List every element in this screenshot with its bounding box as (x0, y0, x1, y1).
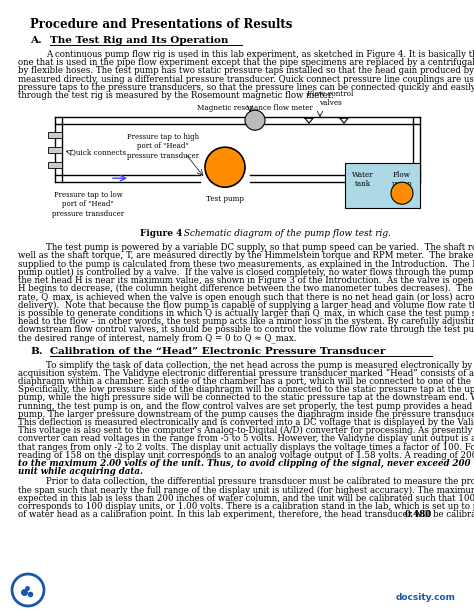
Text: This voltage is also sent to the computer’s Analog-to-Digital (A/D) converter fo: This voltage is also sent to the compute… (18, 426, 474, 435)
Circle shape (245, 110, 265, 130)
Text: pressure taps to the pressure transducers, so that the pressure lines can be con: pressure taps to the pressure transducer… (18, 83, 474, 92)
Text: expected in this lab is less than 200 inches of water column, and the unit will : expected in this lab is less than 200 in… (18, 494, 474, 503)
Text: reading of 158 on the display unit corresponds to an analog voltage output of 1.: reading of 158 on the display unit corre… (18, 451, 474, 460)
Text: Prior to data collection, the differential pressure transducer must be calibrate: Prior to data collection, the differenti… (46, 478, 474, 486)
Text: head to the flow – in other words, the test pump acts like a minor loss in the s: head to the flow – in other words, the t… (18, 317, 474, 326)
Circle shape (12, 574, 44, 606)
Text: Quick connects: Quick connects (70, 148, 126, 156)
Circle shape (205, 147, 245, 187)
Text: through the test rig is measured by the Rosemount magnetic flow meter.: through the test rig is measured by the … (18, 91, 334, 100)
Text: to the maximum 2.00 volts of the unit. Thus, to avoid clipping of the signal, ne: to the maximum 2.00 volts of the unit. T… (18, 459, 474, 468)
Text: corresponds to 100 display units, or 1.00 volts. There is a calibration stand in: corresponds to 100 display units, or 1.0… (18, 502, 474, 511)
Text: acquisition system. The Validyne electronic differential pressure transducer mar: acquisition system. The Validyne electro… (18, 369, 474, 378)
Text: A.: A. (30, 36, 42, 45)
Bar (48, 162, 62, 168)
Text: diaphragm within a chamber. Each side of the chamber has a port, which will be c: diaphragm within a chamber. Each side of… (18, 377, 474, 386)
Text: one that is used in the pipe flow experiment except that the pipe specimens are : one that is used in the pipe flow experi… (18, 58, 474, 67)
Text: A continuous pump flow rig is used in this lab experiment, as sketched in Figure: A continuous pump flow rig is used in th… (46, 50, 474, 59)
Bar (48, 132, 62, 138)
Text: pump outlet) is controlled by a valve.  If the valve is closed completely, no wa: pump outlet) is controlled by a valve. I… (18, 268, 474, 277)
Text: The test pump is powered by a variable DC supply, so that pump speed can be vari: The test pump is powered by a variable D… (46, 243, 474, 252)
Text: Figure 4: Figure 4 (140, 229, 182, 238)
Text: Magnetic resonance flow meter: Magnetic resonance flow meter (197, 104, 313, 112)
Text: 0.480: 0.480 (405, 510, 432, 519)
Text: that ranges from only -2 to 2 volts. The display unit actually displays the volt: that ranges from only -2 to 2 volts. The… (18, 443, 474, 452)
Text: delivery).  Note that because the flow pump is capable of supplying a larger hea: delivery). Note that because the flow pu… (18, 300, 474, 310)
Text: This deflection is measured electronically and is converted into a DC voltage th: This deflection is measured electronical… (18, 418, 474, 427)
Text: B.: B. (30, 346, 43, 356)
Text: Pressure tap to high
port of "Head"
pressure transducer: Pressure tap to high port of "Head" pres… (127, 133, 199, 159)
Text: H begins to decrease, (the column height difference between the two manometer tu: H begins to decrease, (the column height… (18, 284, 474, 294)
Text: is possible to generate conditions in which Q is actually larger than Q_max, in : is possible to generate conditions in wh… (18, 309, 474, 319)
Text: supplied to the pump is calculated from these two measurements, as explained in : supplied to the pump is calculated from … (18, 259, 474, 268)
Text: converter can read voltages in the range from -5 to 5 volts. However, the Validy: converter can read voltages in the range… (18, 435, 474, 443)
Text: Specifically, the low pressure side of the diaphragm will be connected to the st: Specifically, the low pressure side of t… (18, 385, 474, 394)
Text: To simplify the task of data collection, the net head across the pump is measure: To simplify the task of data collection,… (46, 360, 474, 370)
Text: pump. The larger pressure downstream of the pump causes the diaphragm inside the: pump. The larger pressure downstream of … (18, 410, 474, 419)
Text: unit while acquiring data.: unit while acquiring data. (18, 467, 143, 476)
Text: running, the test pump is on, and the flow control valves are set properly, the : running, the test pump is on, and the fl… (18, 402, 474, 411)
Text: Pressure tap to low
port of "Head"
pressure transducer: Pressure tap to low port of "Head" press… (52, 191, 124, 218)
Text: measured directly, using a differential pressure transducer. Quick connect press: measured directly, using a differential … (18, 75, 474, 83)
Text: Flow control
valves: Flow control valves (307, 90, 353, 107)
Bar (345, 163, 420, 208)
Text: well as the shaft torque, T, are measured directly by the Himmelstein torque and: well as the shaft torque, T, are measure… (18, 251, 474, 261)
Text: . Schematic diagram of the pump flow test rig.: . Schematic diagram of the pump flow tes… (178, 229, 391, 238)
Text: Calibration of the “Head” Electronic Pressure Transducer: Calibration of the “Head” Electronic Pre… (50, 346, 385, 356)
Text: Procedure and Presentations of Results: Procedure and Presentations of Results (30, 18, 292, 31)
Text: of water head as a calibration point. In this lab experiment, therefore, the hea: of water head as a calibration point. In… (18, 510, 474, 519)
Text: The Test Rig and Its Operation: The Test Rig and Its Operation (50, 36, 228, 45)
Text: docsity.com: docsity.com (396, 593, 456, 602)
Text: downstream flow control valves, it should be possible to control the volume flow: downstream flow control valves, it shoul… (18, 326, 474, 334)
Text: pump, while the high pressure side will be connected to the static pressure tap : pump, while the high pressure side will … (18, 394, 474, 402)
Text: rate, Q_max, is achieved when the valve is open enough such that there is no net: rate, Q_max, is achieved when the valve … (18, 292, 474, 302)
Text: Test pump: Test pump (206, 195, 244, 203)
Bar (48, 147, 62, 153)
Text: the desired range of interest, namely from Q = 0 to Q ≈ Q_max.: the desired range of interest, namely fr… (18, 333, 297, 343)
Text: the net head H is near its maximum value, as shown in Figure 3 of the Introducti: the net head H is near its maximum value… (18, 276, 474, 285)
Circle shape (391, 182, 413, 204)
Text: Flow
pump: Flow pump (392, 171, 412, 188)
Text: the span such that nearly the full range of the display unit is utilized (for hi: the span such that nearly the full range… (18, 485, 474, 495)
Text: Water
tank: Water tank (352, 171, 374, 188)
Text: by flexible hoses. The test pump has two static pressure taps installed so that : by flexible hoses. The test pump has two… (18, 66, 474, 75)
